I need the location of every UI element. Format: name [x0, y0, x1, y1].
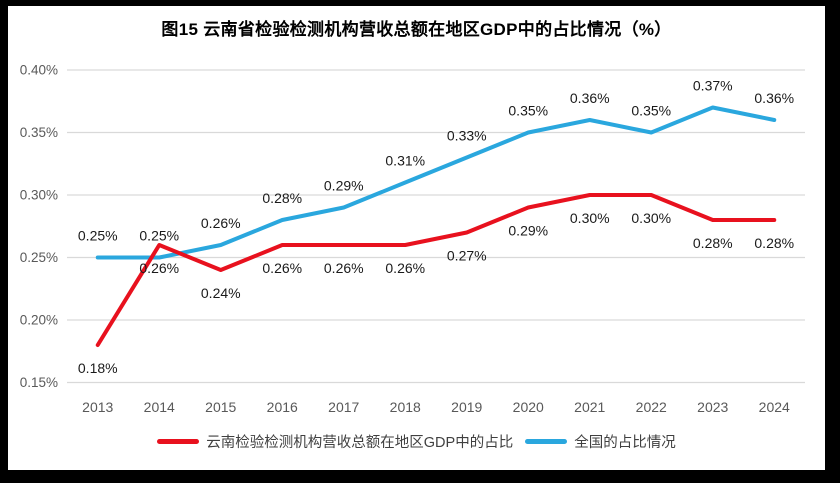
data-label: 0.33% — [447, 128, 487, 144]
series-line-national — [95, 105, 777, 260]
x-tick-label: 2019 — [451, 399, 482, 415]
data-label: 0.28% — [262, 190, 302, 206]
x-tick-label: 2023 — [697, 399, 728, 415]
y-tick-label: 0.40% — [20, 63, 58, 78]
legend-swatch-national-icon — [525, 439, 568, 444]
y-tick-label: 0.35% — [20, 125, 58, 140]
legend-item-yunnan: 云南检验检测机构营收总额在地区GDP中的占比 — [157, 431, 513, 452]
x-tick-label: 2020 — [513, 399, 544, 415]
data-label: 0.18% — [78, 360, 118, 376]
x-tick-label: 2015 — [205, 399, 236, 415]
data-label: 0.26% — [324, 260, 364, 276]
x-tick-label: 2021 — [574, 399, 605, 415]
data-label: 0.26% — [385, 260, 425, 276]
data-label: 0.37% — [693, 78, 733, 94]
data-label: 0.26% — [262, 260, 302, 276]
x-tick-label: 2022 — [636, 399, 667, 415]
data-label: 0.25% — [139, 228, 179, 244]
legend-label-yunnan: 云南检验检测机构营收总额在地区GDP中的占比 — [206, 435, 514, 451]
data-label: 0.30% — [631, 210, 671, 226]
data-label: 0.30% — [570, 210, 610, 226]
data-label: 0.24% — [201, 285, 241, 301]
data-label: 0.28% — [693, 235, 733, 251]
data-label: 0.31% — [385, 153, 425, 169]
legend-item-national: 全国的占比情况 — [525, 431, 676, 452]
data-label: 0.25% — [78, 228, 118, 244]
legend-label-national: 全国的占比情况 — [574, 435, 676, 451]
data-label: 0.36% — [570, 90, 610, 106]
data-label: 0.36% — [754, 90, 794, 106]
x-tick-label: 2013 — [82, 399, 113, 415]
x-tick-label: 2018 — [390, 399, 421, 415]
series-line-yunnan — [95, 193, 777, 347]
chart-legend: 云南检验检测机构营收总额在地区GDP中的占比 全国的占比情况 — [8, 431, 825, 452]
data-label: 0.35% — [631, 103, 671, 119]
data-label: 0.29% — [508, 223, 548, 239]
legend-swatch-yunnan-icon — [157, 439, 200, 444]
data-label: 0.35% — [508, 103, 548, 119]
x-tick-label: 2014 — [144, 399, 175, 415]
y-tick-label: 0.30% — [20, 188, 58, 203]
data-label: 0.26% — [201, 215, 241, 231]
chart-canvas: 图15 云南省检验检测机构营收总额在地区GDP中的占比情况（%） 0.40% 0.… — [8, 6, 825, 470]
data-label: 0.29% — [324, 178, 364, 194]
y-tick-label: 0.15% — [20, 375, 58, 390]
chart-title: 图15 云南省检验检测机构营收总额在地区GDP中的占比情况（%） — [161, 20, 672, 39]
data-label: 0.28% — [754, 235, 794, 251]
y-tick-label: 0.20% — [20, 313, 58, 328]
x-tick-label: 2017 — [328, 399, 359, 415]
x-tick-label: 2024 — [759, 399, 790, 415]
data-label: 0.26% — [139, 260, 179, 276]
line-chart-plot: 0.40% 0.35% 0.30% 0.25% 0.20% 0.15% 2013 2014 20… — [20, 63, 805, 415]
x-tick-label: 2016 — [267, 399, 298, 415]
y-tick-label: 0.25% — [20, 250, 58, 265]
data-label: 0.27% — [447, 248, 487, 264]
